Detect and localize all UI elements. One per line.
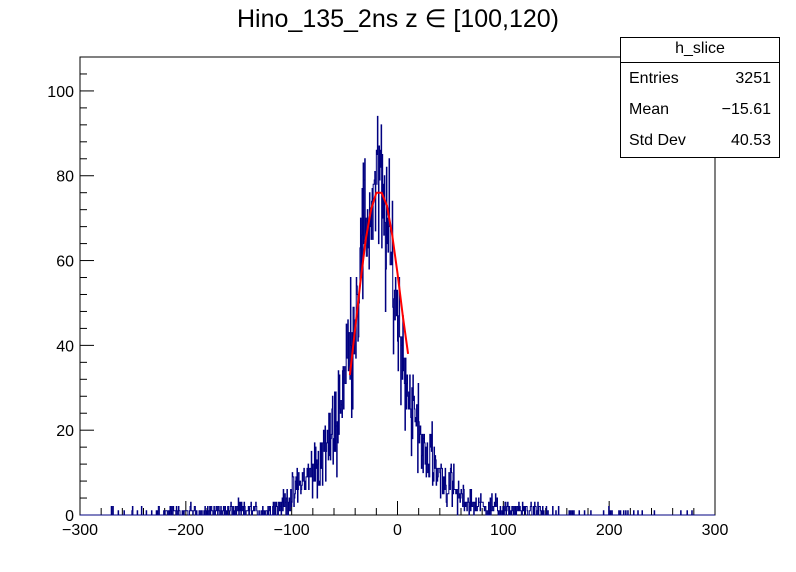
x-tick-label: 100 xyxy=(490,522,517,539)
stats-stddev-label: Std Dev xyxy=(629,132,686,149)
x-tick-label: 200 xyxy=(596,522,623,539)
x-tick-label: 300 xyxy=(702,522,729,539)
stats-entries-value: 3251 xyxy=(735,70,771,87)
fit-series xyxy=(348,191,410,376)
stats-row-entries: Entries 3251 xyxy=(621,63,779,94)
stats-entries-label: Entries xyxy=(629,70,679,87)
fit-curve xyxy=(348,191,410,376)
y-tick-label: 20 xyxy=(56,423,74,440)
stats-box: h_slice Entries 3251 Mean −15.61 Std Dev… xyxy=(620,37,780,158)
stats-mean-label: Mean xyxy=(629,101,670,118)
stats-mean-value: −15.61 xyxy=(721,101,771,118)
histogram-steps xyxy=(80,115,715,516)
stats-row-mean: Mean −15.61 xyxy=(621,94,779,125)
histogram-series xyxy=(80,115,715,516)
y-tick-label: 0 xyxy=(65,508,74,525)
y-tick-label: 100 xyxy=(47,84,74,101)
stats-row-stddev: Std Dev 40.53 xyxy=(621,125,779,156)
x-tick-label: −200 xyxy=(168,522,204,539)
chart-title: Hino_135_2ns z ∈ [100,120) xyxy=(237,5,559,33)
x-tick-label: −300 xyxy=(62,522,98,539)
y-tick-label: 40 xyxy=(56,338,74,355)
y-tick-label: 80 xyxy=(56,169,74,186)
y-tick-label: 60 xyxy=(56,254,74,271)
stats-box-title: h_slice xyxy=(621,38,779,63)
stats-stddev-value: 40.53 xyxy=(730,132,771,149)
x-tick-label: −100 xyxy=(274,522,310,539)
x-tick-label: 0 xyxy=(393,522,402,539)
